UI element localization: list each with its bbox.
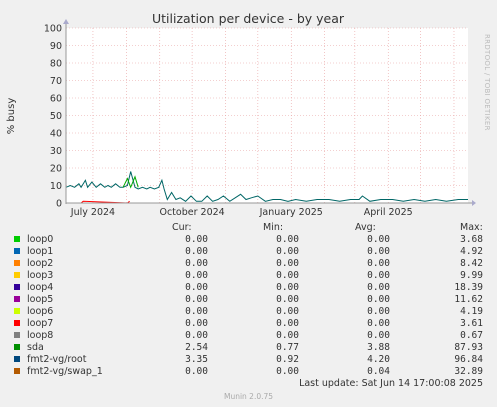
y-tick-labels: 0 10 20 30 40 50 60 70 80 90 100 — [44, 24, 62, 210]
y-tick-label: 100 — [44, 24, 62, 35]
grid — [66, 27, 468, 203]
y-tick-label: 40 — [50, 129, 62, 140]
x-tick-label: July 2024 — [70, 207, 115, 218]
x-axis-arrow — [472, 200, 476, 206]
y-tick-label: 60 — [50, 94, 62, 105]
y-axis-arrow — [63, 19, 69, 24]
series-lines — [65, 171, 468, 204]
x-tick-label: April 2025 — [364, 207, 413, 218]
y-tick-label: 20 — [50, 164, 62, 175]
series-line-sda — [122, 175, 139, 189]
y-tick-label: 50 — [50, 111, 62, 122]
rrdtool-watermark: RRDTOOL / TOBI OETIKER — [483, 34, 491, 131]
series-line-fmt2-vg-root — [65, 171, 468, 202]
y-tick-label: 80 — [50, 59, 62, 70]
last-update: Last update: Sat Jun 14 17:00:08 2025 — [299, 378, 483, 389]
x-tick-labels: July 2024 October 2024 January 2025 April 2… — [70, 207, 413, 218]
y-axis-label: % busy — [6, 98, 17, 135]
y-tick-label: 0 — [56, 199, 62, 210]
x-tick-label: January 2025 — [259, 207, 323, 218]
y-tick-label: 70 — [50, 76, 62, 87]
chart-title: Utilization per device - by year — [152, 11, 345, 26]
y-tick-label: 10 — [50, 181, 62, 192]
y-tick-label: 90 — [50, 41, 62, 52]
series-line-loop7 — [80, 200, 130, 204]
x-tick-label: October 2024 — [159, 207, 224, 218]
munin-version: Munin 2.0.75 — [223, 392, 274, 401]
y-tick-label: 30 — [50, 146, 62, 157]
